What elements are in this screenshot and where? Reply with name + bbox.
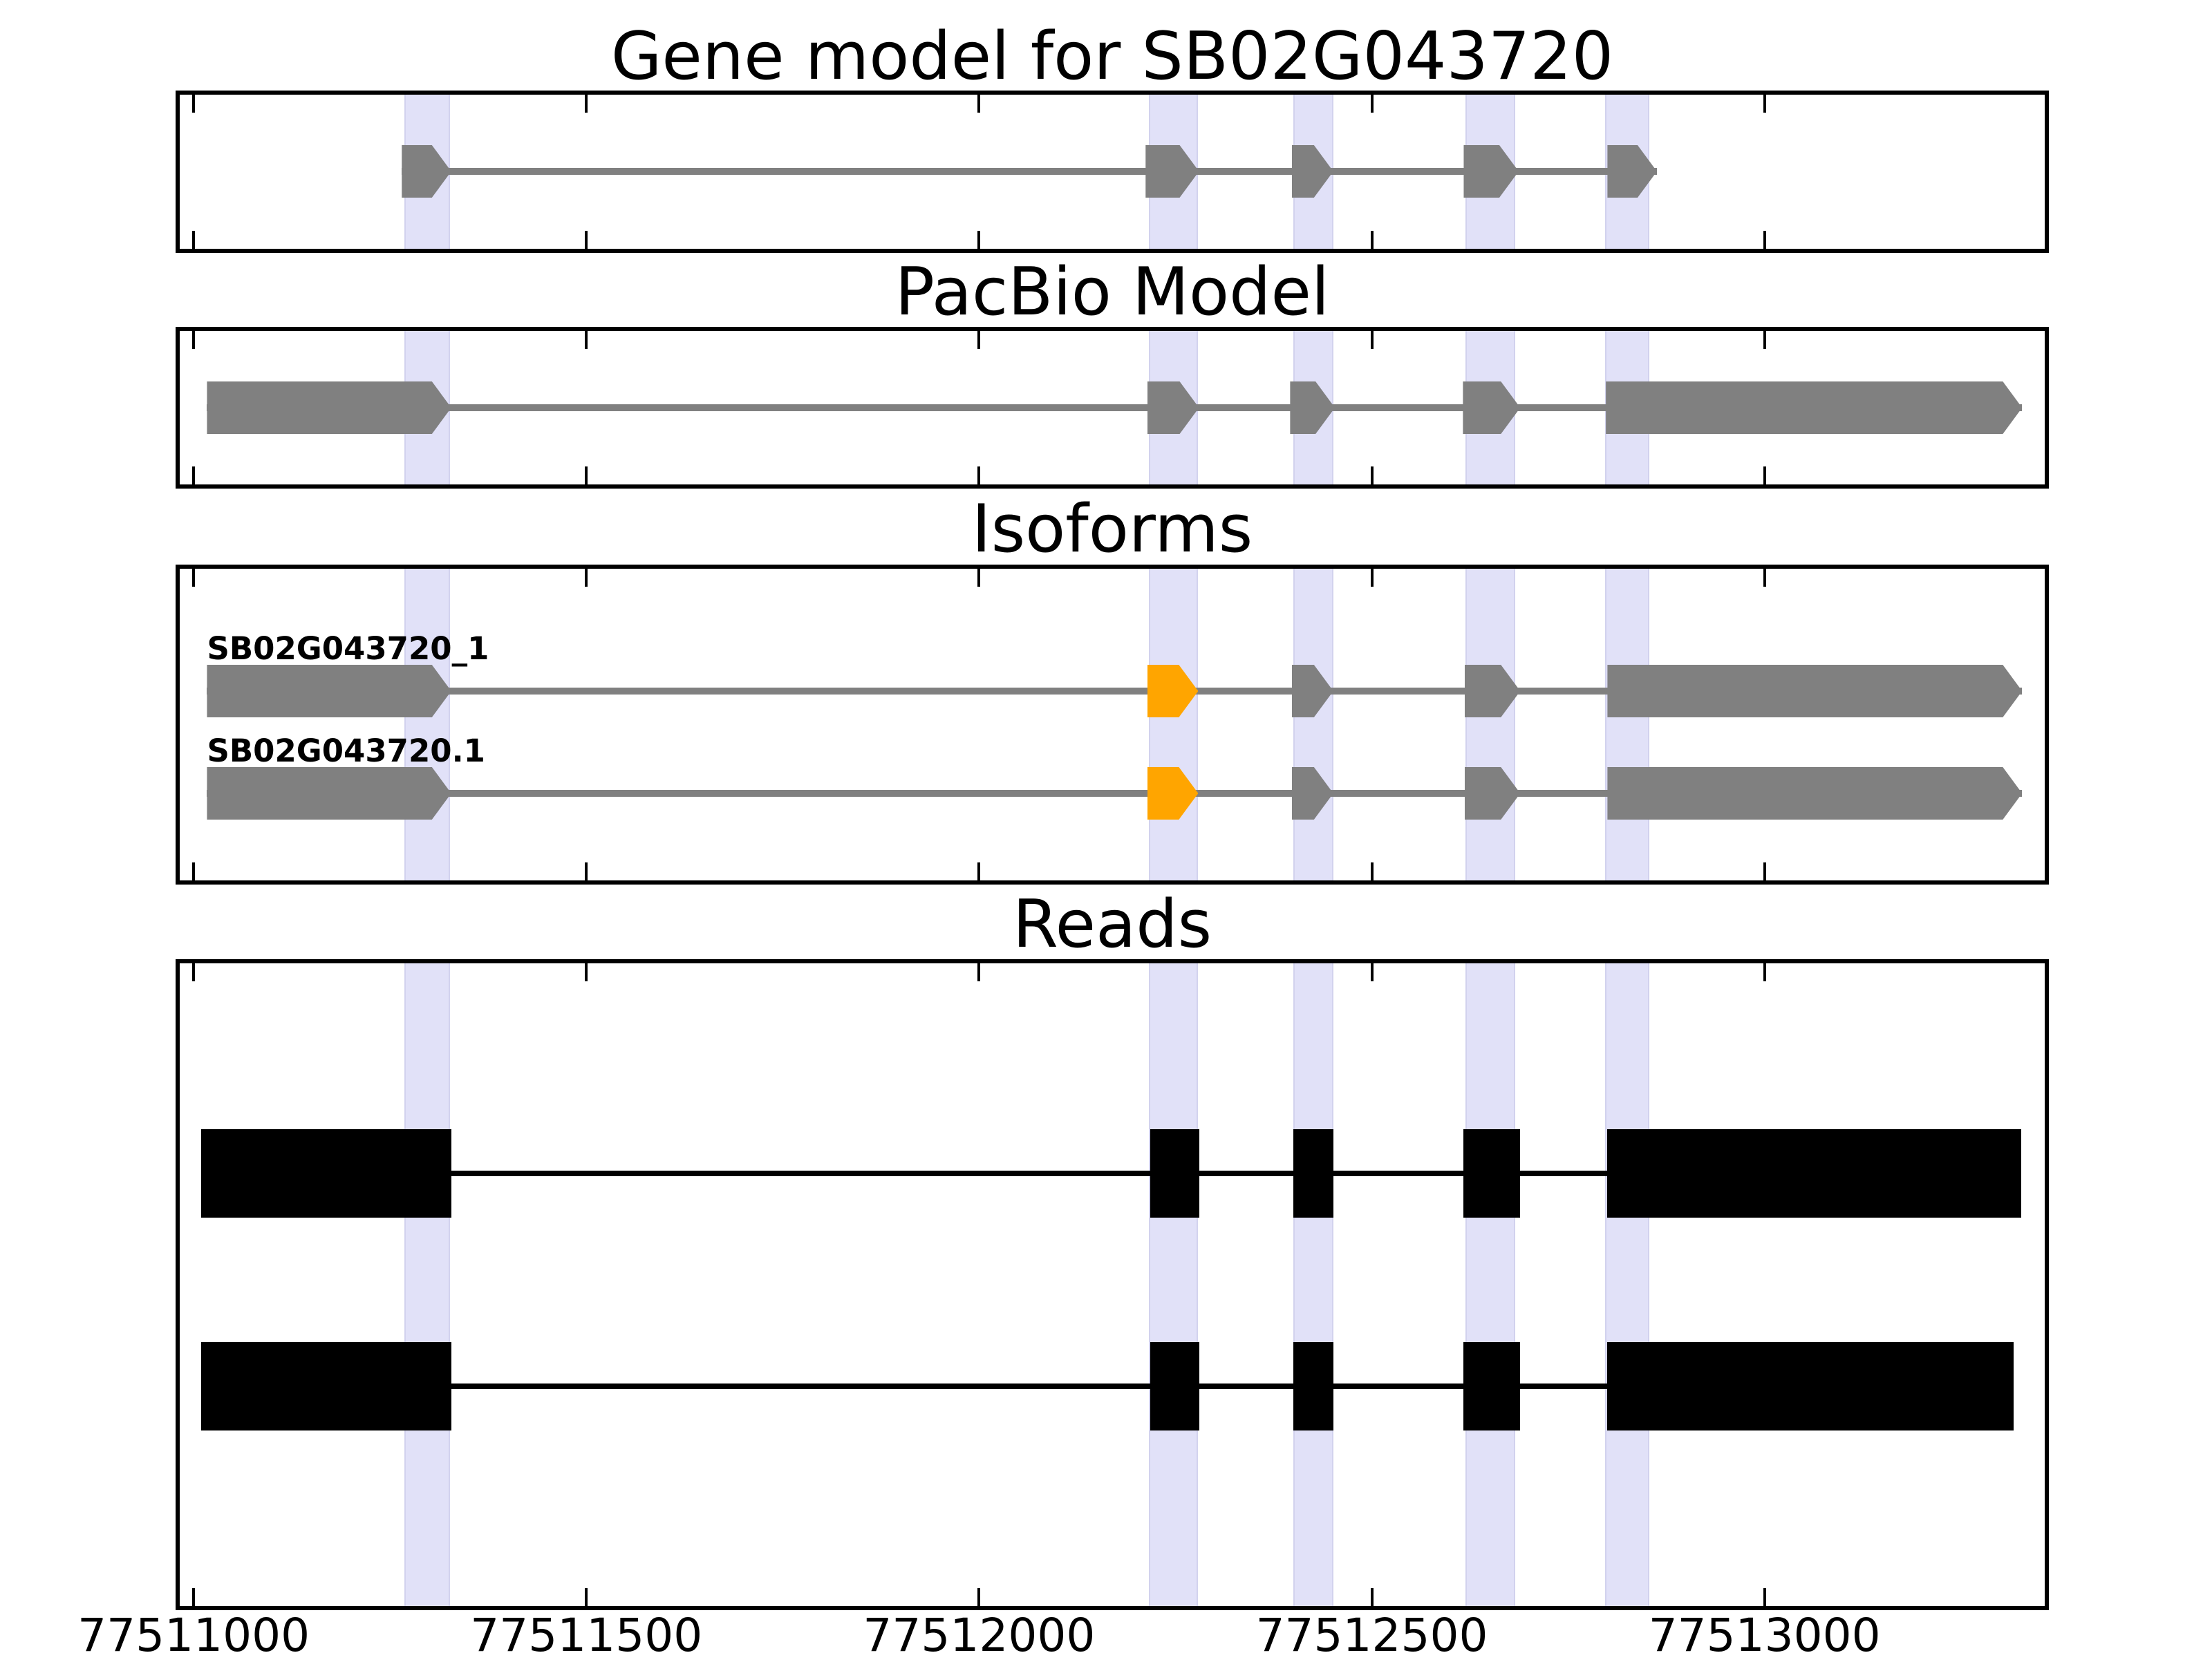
isoform-label: SB02G043720_1: [207, 630, 489, 667]
read-exon-block: [1293, 1342, 1333, 1430]
exon-highlight-band: [1293, 963, 1333, 1606]
panel-isoforms: SB02G043720_1 SB02G043720.1: [176, 565, 2049, 885]
read-exon-block: [201, 1129, 451, 1218]
axis-tick-bottom: [192, 231, 196, 249]
exon-highlight-band: [1148, 569, 1199, 880]
axis-tick-bottom: [977, 1588, 981, 1606]
exon-highlight-band: [1148, 963, 1199, 1606]
exon-arrow: [207, 381, 451, 434]
axis-tick-top: [1763, 331, 1766, 349]
exon-arrow: [207, 665, 451, 717]
read-exon-block: [1607, 1342, 2014, 1430]
axis-tick-top: [585, 331, 588, 349]
x-axis-tick-label: 77513000: [1648, 1609, 1881, 1662]
read-exon-block: [1293, 1129, 1333, 1218]
exon-highlight-band: [1465, 569, 1516, 880]
axis-tick-bottom: [585, 466, 588, 484]
axis-tick-top: [585, 569, 588, 587]
panel-reads: [176, 959, 2049, 1610]
axis-tick-top: [1763, 95, 1766, 113]
read-exon-block: [201, 1342, 451, 1430]
axis-tick-top: [1370, 95, 1374, 113]
axis-tick-top: [192, 95, 196, 113]
exon-highlight-band: [1605, 963, 1649, 1606]
axis-tick-bottom: [192, 466, 196, 484]
axis-tick-top: [585, 95, 588, 113]
reads-panel-title: Reads: [1012, 887, 1212, 963]
read-exon-block: [1150, 1342, 1199, 1430]
intron-line: [201, 1171, 2022, 1176]
exon-arrow: [1607, 145, 1657, 198]
isoform-label: SB02G043720.1: [207, 733, 485, 769]
axis-tick-top: [1763, 569, 1766, 587]
x-axis-tick-label: 77512000: [863, 1609, 1096, 1662]
axis-tick-top: [1370, 569, 1374, 587]
x-axis-tick-label: 77512500: [1255, 1609, 1488, 1662]
exon-highlight-band: [1465, 963, 1516, 1606]
panel-gene-model: [176, 91, 2049, 253]
axis-tick-bottom: [977, 862, 981, 880]
axis-tick-bottom: [585, 862, 588, 880]
axis-tick-top: [1763, 963, 1766, 981]
axis-tick-bottom: [1370, 466, 1374, 484]
exon-arrow: [1607, 665, 2022, 717]
figure-title: Gene model for SB02G043720: [610, 19, 1614, 95]
read-exon-block: [1463, 1342, 1521, 1430]
exon-arrow: [1607, 767, 2022, 820]
axis-tick-bottom: [1370, 231, 1374, 249]
axis-tick-bottom: [1763, 231, 1766, 249]
intron-line: [207, 688, 2023, 695]
exon-highlight-band: [1293, 569, 1333, 880]
axis-tick-bottom: [1370, 1588, 1374, 1606]
read-exon-block: [1607, 1129, 2022, 1218]
axis-tick-bottom: [977, 466, 981, 484]
intron-line: [402, 168, 1657, 175]
axis-tick-bottom: [585, 231, 588, 249]
axis-tick-bottom: [1763, 862, 1766, 880]
axis-tick-bottom: [192, 862, 196, 880]
intron-line: [207, 404, 2023, 411]
exon-highlight-band: [404, 569, 450, 880]
axis-tick-bottom: [585, 1588, 588, 1606]
axis-tick-bottom: [1370, 862, 1374, 880]
axis-tick-bottom: [1763, 466, 1766, 484]
axis-tick-top: [977, 569, 981, 587]
intron-line: [201, 1384, 2014, 1389]
x-axis-tick-label: 77511500: [470, 1609, 703, 1662]
axis-tick-top: [192, 331, 196, 349]
isoforms-panel-title: Isoforms: [971, 491, 1253, 567]
exon-arrow: [207, 767, 451, 820]
intron-line: [207, 790, 2023, 797]
read-exon-block: [1463, 1129, 1521, 1218]
x-axis-tick-label: 77511000: [77, 1609, 310, 1662]
axis-tick-top: [977, 331, 981, 349]
axis-tick-top: [1370, 331, 1374, 349]
axis-tick-top: [977, 95, 981, 113]
exon-highlight-band: [404, 963, 450, 1606]
axis-tick-top: [192, 963, 196, 981]
read-exon-block: [1150, 1129, 1199, 1218]
axis-tick-top: [585, 963, 588, 981]
axis-tick-bottom: [1763, 1588, 1766, 1606]
panel-pacbio-model: [176, 327, 2049, 489]
axis-tick-bottom: [977, 231, 981, 249]
exon-arrow: [1606, 381, 2022, 434]
exon-highlight-band: [1605, 569, 1649, 880]
axis-tick-top: [1370, 963, 1374, 981]
axis-tick-bottom: [192, 1588, 196, 1606]
axis-tick-top: [192, 569, 196, 587]
axis-tick-top: [977, 963, 981, 981]
pacbio-panel-title: PacBio Model: [894, 254, 1330, 330]
